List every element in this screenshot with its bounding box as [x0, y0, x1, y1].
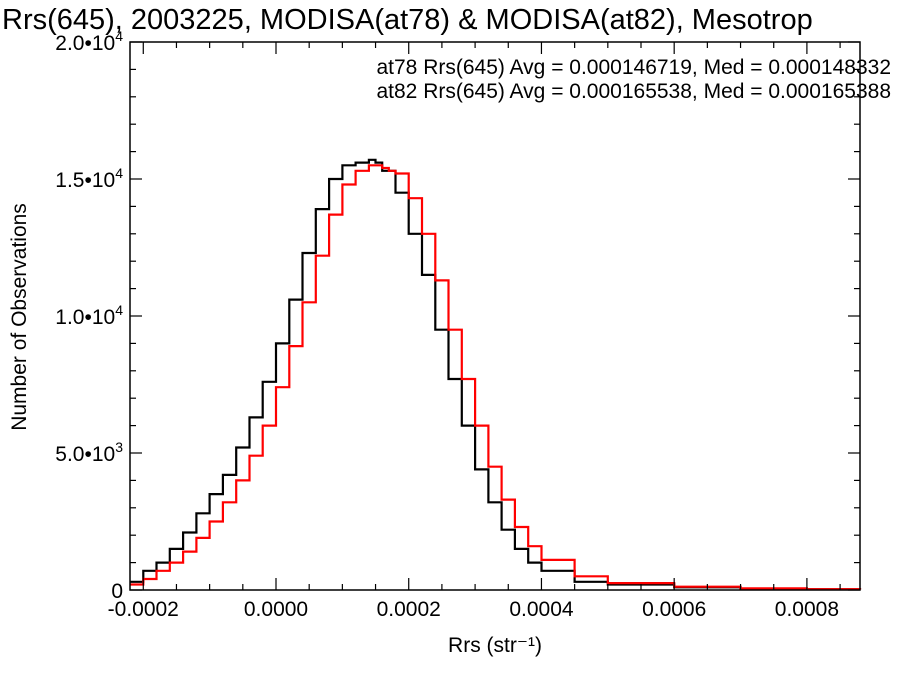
y-tick-label: 1.0•104 — [55, 302, 123, 329]
x-tick-labels: -0.0002 0.0000 0.0002 0.0004 0.0006 0.0008 — [108, 598, 839, 621]
x-tick-label: 0.0000 — [244, 598, 308, 621]
y-axis-label: Number of Observations — [8, 203, 31, 431]
x-tick-label: 0.0008 — [775, 598, 839, 621]
x-tick-label: 0.0004 — [509, 598, 574, 621]
y-tick-label: 1.5•104 — [55, 165, 123, 192]
legend-entry-at82: at82 Rrs(645) Avg = 0.000165538, Med = 0… — [376, 80, 891, 103]
y-tick-label: 5.0•103 — [55, 439, 123, 466]
plot-frame — [129, 41, 861, 591]
x-tick-label: 0.0006 — [642, 598, 706, 621]
y-tick-labels: 0 5.0•103 1.0•104 1.5•104 2.0•104 — [55, 28, 123, 603]
series-line-at78 — [130, 158, 862, 591]
x-axis-label: Rrs (str⁻¹) — [448, 634, 542, 657]
series-line-at82 — [130, 164, 862, 591]
x-tick-label: 0.0002 — [377, 598, 441, 621]
legend-entry-at78: at78 Rrs(645) Avg = 0.000146719, Med = 0… — [376, 56, 891, 79]
y-tick-label: 2.0•104 — [55, 28, 123, 55]
chart-title: Rrs(645), 2003225, MODISA(at78) & MODISA… — [2, 4, 813, 36]
series-group — [130, 158, 862, 591]
axis-ticks — [130, 41, 860, 591]
x-tick-label: -0.0002 — [108, 598, 179, 621]
y-tick-label: 0 — [111, 580, 123, 603]
